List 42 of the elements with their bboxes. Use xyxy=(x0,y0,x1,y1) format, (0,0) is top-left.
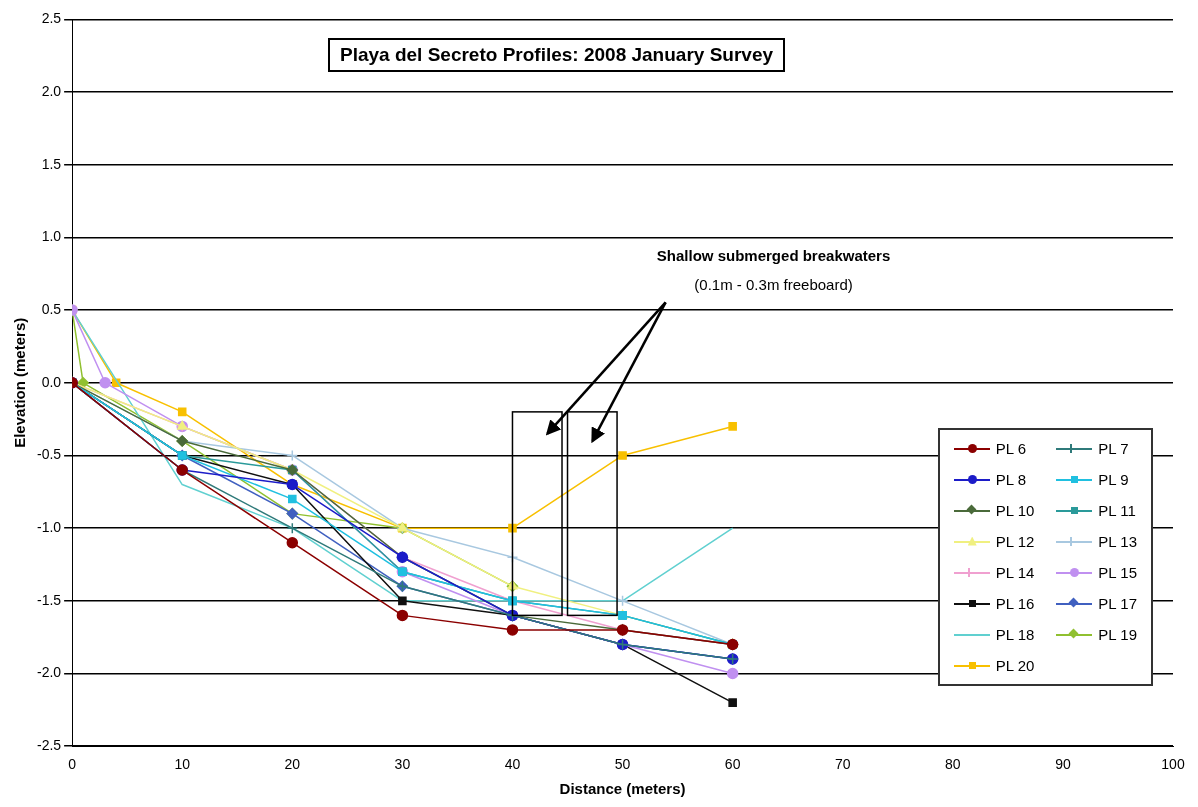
y-axis-title: Elevation (meters) xyxy=(11,317,29,448)
y-tick-label: 1.0 xyxy=(41,228,62,245)
x-tick-label: 80 xyxy=(945,756,961,773)
legend-label: PL 9 xyxy=(1098,471,1129,488)
legend-label: PL 12 xyxy=(995,533,1035,550)
x-tick-label: 70 xyxy=(834,756,851,773)
x-tick-label: 60 xyxy=(724,756,741,773)
x-tick-label: 0 xyxy=(68,756,77,773)
legend-label: PL 15 xyxy=(1098,564,1137,581)
annotation: Shallow submerged breakwaters xyxy=(655,247,892,265)
legend-label: PL 11 xyxy=(1098,502,1136,519)
y-tick-label: 0.5 xyxy=(41,300,62,317)
x-tick-label: 100 xyxy=(1161,756,1185,773)
y-tick-label: 2.0 xyxy=(41,82,62,99)
legend-label: PL 6 xyxy=(995,440,1026,457)
y-tick-label: -2.5 xyxy=(37,737,62,754)
annotation: (0.1m - 0.3m freeboard) xyxy=(693,276,854,294)
x-tick-label: 40 xyxy=(504,756,521,773)
y-tick-label: 1.5 xyxy=(41,155,62,172)
legend-label: PL 8 xyxy=(995,471,1026,488)
text: Playa del Secreto Profiles: 2008 January Survey xyxy=(328,38,786,72)
x-tick-label: 30 xyxy=(394,756,411,773)
legend-label: PL 20 xyxy=(995,657,1035,674)
legend-label: PL 14 xyxy=(995,564,1035,581)
y-tick-label: 0.0 xyxy=(41,373,62,390)
x-axis-title: Distance (meters) xyxy=(559,780,686,798)
y-tick-label: 2.5 xyxy=(41,10,62,27)
x-tick-label: 10 xyxy=(174,756,191,773)
y-tick-label: -2.0 xyxy=(37,664,62,681)
y-tick-label: -1.0 xyxy=(37,519,62,536)
x-tick-label: 90 xyxy=(1055,756,1071,773)
legend-label: PL 19 xyxy=(1098,626,1137,643)
legend-label: PL 7 xyxy=(1098,440,1129,457)
y-tick-label: -1.5 xyxy=(37,591,62,608)
legend-label: PL 17 xyxy=(1098,595,1137,612)
legend-label: PL 10 xyxy=(995,502,1035,519)
legend-label: PL 13 xyxy=(1098,533,1137,550)
x-tick-label: 20 xyxy=(284,756,301,773)
legend-label: PL 16 xyxy=(995,595,1035,612)
y-tick-label: -0.5 xyxy=(37,446,62,463)
x-tick-label: 50 xyxy=(614,756,631,773)
legend-label: PL 18 xyxy=(995,626,1035,643)
